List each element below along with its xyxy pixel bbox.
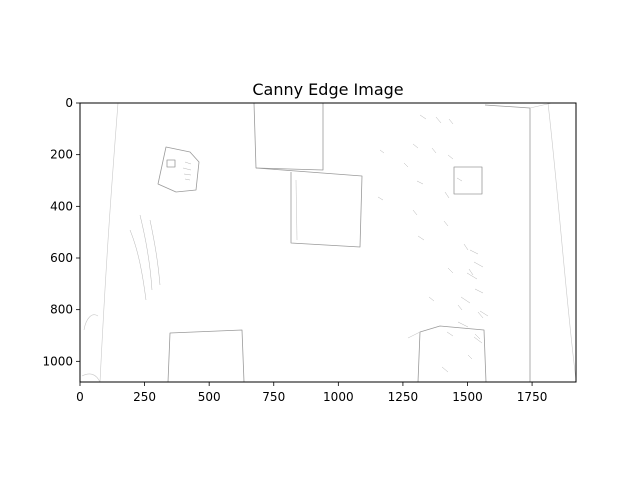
y-axis: 0 200 400 600 800 1000: [42, 96, 80, 368]
edge-bottom-right-block: [417, 325, 487, 382]
edge-left-corner: [83, 314, 99, 331]
y-tick-label: 600: [50, 251, 73, 265]
edge-right-square: [453, 166, 483, 195]
x-axis: 0 250 500 750 1000 1250 1500 1750: [76, 382, 547, 404]
x-tick-label: 1250: [388, 390, 419, 404]
edge-small-object-hole: [166, 159, 176, 168]
edge-texture-center: [377, 149, 418, 216]
edge-bottom-left-block: [167, 329, 245, 382]
y-tick-label: 1000: [42, 354, 73, 368]
x-tick-label: 1000: [323, 390, 354, 404]
edge-image: [81, 103, 576, 382]
edge-center-inner: [295, 179, 298, 241]
y-tick-label: 200: [50, 148, 73, 162]
plot-area: [79, 102, 577, 383]
x-tick-label: 1500: [452, 390, 483, 404]
y-tick-label: 800: [50, 303, 73, 317]
edge-bottom-right-lip: [407, 331, 421, 339]
edge-right-slope: [547, 103, 576, 381]
x-tick-label: 1750: [517, 390, 548, 404]
axes-frame: [79, 102, 577, 383]
x-tick-label: 500: [198, 390, 221, 404]
edge-top-block: [253, 103, 324, 171]
image-background: [80, 103, 576, 382]
y-tick-label: 0: [65, 96, 73, 110]
edge-left-boundary: [99, 103, 119, 382]
edge-center-box: [255, 167, 363, 248]
y-tick-label: 400: [50, 199, 73, 213]
edge-left-bottom: [81, 373, 101, 382]
edge-small-object-texture: [182, 161, 192, 181]
edge-texture-right: [412, 114, 484, 373]
x-tick-label: 0: [76, 390, 84, 404]
edge-floor-streaks: [129, 214, 161, 301]
chart-title: Canny Edge Image: [252, 80, 403, 99]
x-tick-label: 750: [262, 390, 285, 404]
edge-texture-right-dense: [457, 249, 489, 344]
x-tick-label: 250: [133, 390, 156, 404]
edge-small-object: [157, 146, 200, 193]
